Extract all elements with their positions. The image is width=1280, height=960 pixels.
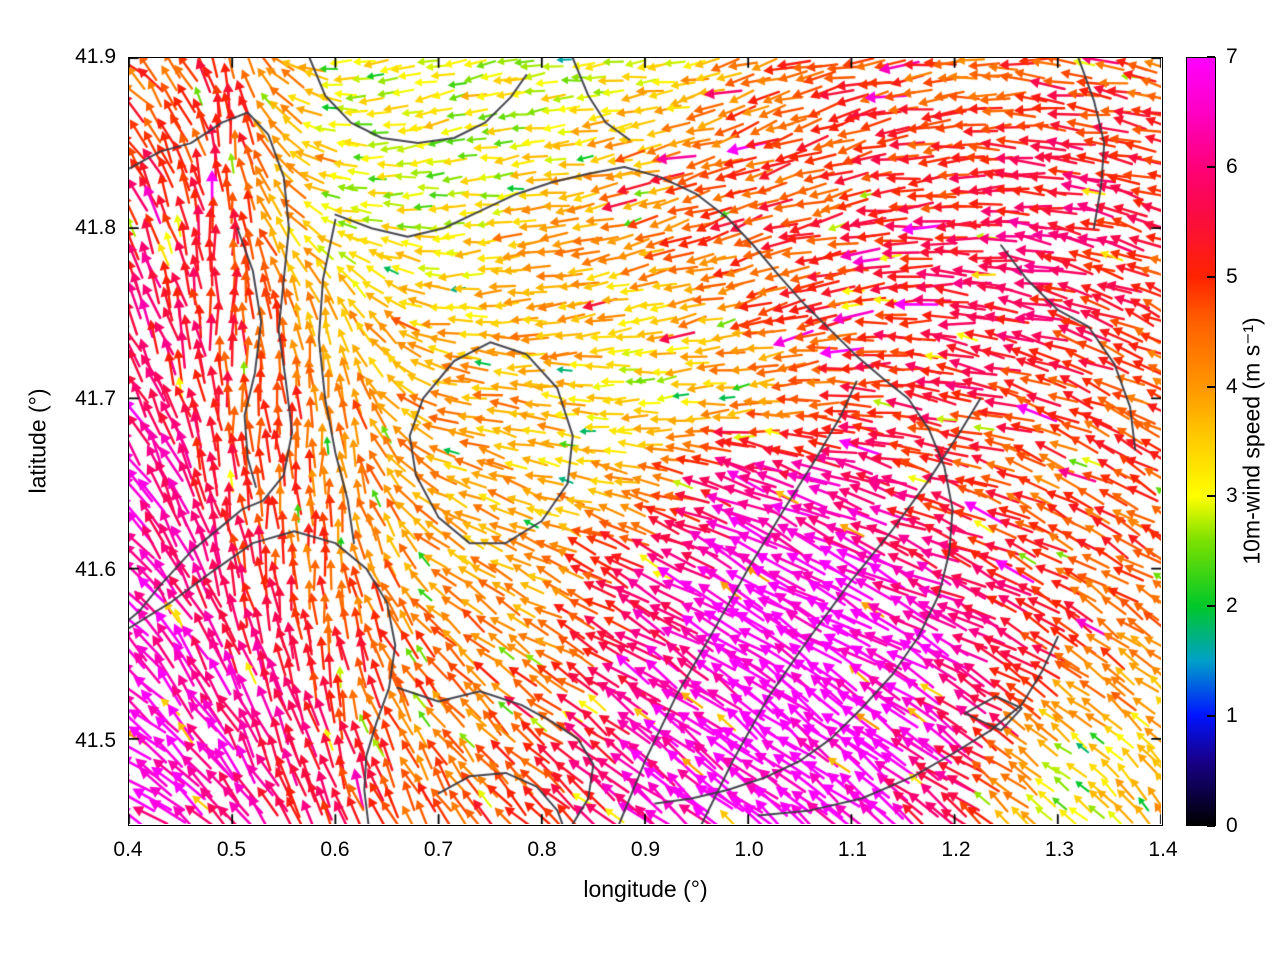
colorbar-tickmark: [1207, 825, 1215, 827]
x-tick-label: 1.2: [941, 838, 971, 861]
colorbar-tick-label: 2: [1226, 594, 1238, 618]
y-tick-label: 41.8: [75, 215, 116, 239]
colorbar-tick-label: 3: [1226, 484, 1238, 508]
colorbar-tick-label: 5: [1226, 264, 1238, 288]
colorbar-tickmark: [1207, 715, 1215, 718]
x-tick-label: 0.9: [630, 838, 661, 861]
y-tick-label: 41.6: [75, 557, 116, 581]
y-tick-label: 41.5: [75, 728, 116, 752]
colorbar-tick-label: 4: [1226, 374, 1238, 398]
colorbar-tick-label: 7: [1226, 45, 1238, 68]
x-tick-label: 0.4: [113, 838, 143, 861]
x-tick-label: 0.5: [216, 838, 247, 861]
x-tick-label: 1.3: [1044, 838, 1075, 861]
x-tick-label: 1.4: [1148, 838, 1178, 861]
colorbar-tickmark: [1207, 495, 1215, 498]
colorbar: [1186, 57, 1216, 826]
plot-area: [128, 57, 1163, 826]
x-tick-label: 0.7: [423, 838, 454, 861]
x-tick-label: 1.1: [837, 838, 868, 861]
y-tick-label: 41.7: [75, 386, 116, 410]
x-tick-label: 0.6: [320, 838, 350, 861]
colorbar-tickmark: [1207, 605, 1215, 608]
colorbar-tickmark: [1207, 275, 1215, 278]
x-tick-label: 0.8: [527, 838, 557, 861]
colorbar-title: 10m-wind speed (m s⁻¹): [1238, 317, 1265, 565]
x-tick-label: 1.0: [734, 838, 764, 861]
x-axis-title: longitude (°): [583, 876, 708, 902]
colorbar-tickmark: [1207, 56, 1215, 58]
quiver-field-canvas: [129, 58, 1161, 824]
colorbar-tickmark: [1207, 165, 1215, 168]
y-tick-label: 41.9: [75, 45, 116, 68]
colorbar-tick-label: 1: [1226, 704, 1238, 728]
colorbar-tick-label: 0: [1226, 814, 1238, 837]
colorbar-tick-label: 6: [1226, 154, 1238, 178]
colorbar-tickmark: [1207, 385, 1215, 388]
